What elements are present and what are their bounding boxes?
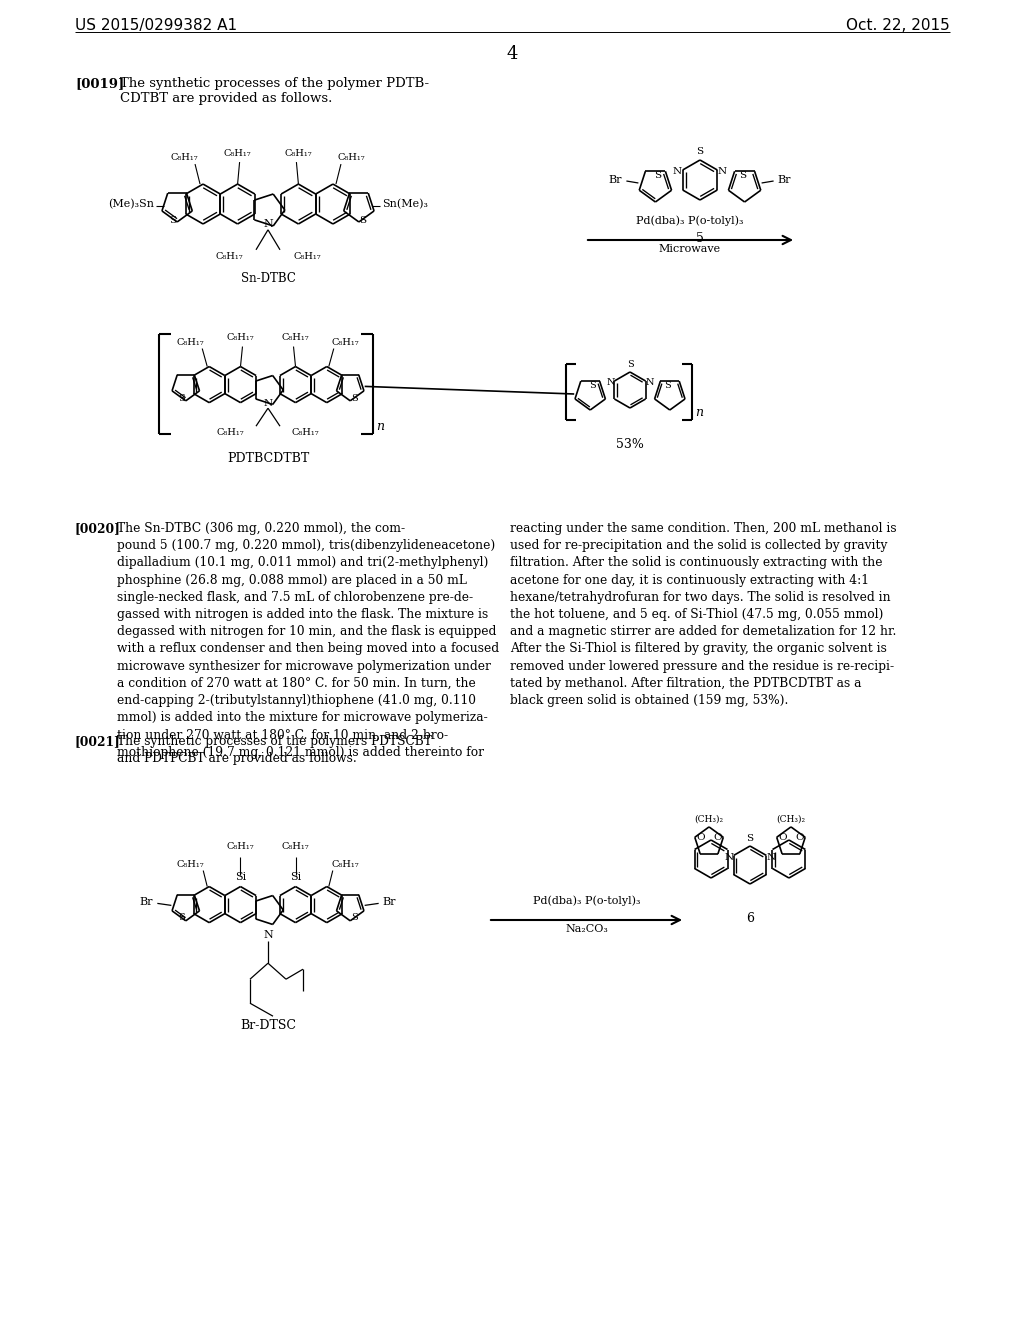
Text: Br: Br bbox=[383, 898, 396, 907]
Text: O: O bbox=[778, 833, 787, 842]
Text: [0019]: [0019] bbox=[75, 77, 124, 90]
Text: Pd(dba)₃ P(o-tolyl)₃: Pd(dba)₃ P(o-tolyl)₃ bbox=[636, 215, 743, 226]
Text: reacting under the same condition. Then, 200 mL methanol is
used for re-precipit: reacting under the same condition. Then,… bbox=[510, 521, 897, 708]
Text: C₈H₁₇: C₈H₁₇ bbox=[215, 252, 243, 261]
Text: 53%: 53% bbox=[616, 438, 644, 451]
Text: Microwave: Microwave bbox=[658, 244, 721, 253]
Text: Br: Br bbox=[609, 176, 623, 185]
Text: C₈H₁₇: C₈H₁₇ bbox=[282, 842, 309, 850]
Text: The synthetic processes of the polymer PDTB-
CDTBT are provided as follows.: The synthetic processes of the polymer P… bbox=[120, 77, 429, 106]
Text: O: O bbox=[795, 833, 804, 842]
Text: N: N bbox=[766, 853, 775, 862]
Text: [0020]: [0020] bbox=[75, 521, 121, 535]
Text: (CH₃)₂: (CH₃)₂ bbox=[776, 814, 806, 824]
Text: C₈H₁₇: C₈H₁₇ bbox=[292, 428, 319, 437]
Text: C₈H₁₇: C₈H₁₇ bbox=[282, 333, 309, 342]
Text: S: S bbox=[351, 913, 357, 921]
Text: The Sn-DTBC (306 mg, 0.220 mmol), the com-
pound 5 (100.7 mg, 0.220 mmol), tris(: The Sn-DTBC (306 mg, 0.220 mmol), the co… bbox=[117, 521, 499, 759]
Text: N: N bbox=[725, 853, 734, 862]
Text: C₈H₁₇: C₈H₁₇ bbox=[176, 859, 204, 869]
Text: Oct. 22, 2015: Oct. 22, 2015 bbox=[846, 18, 950, 33]
Text: 5: 5 bbox=[696, 232, 703, 246]
Text: S: S bbox=[627, 360, 634, 370]
Text: S: S bbox=[351, 393, 357, 403]
Text: O: O bbox=[713, 833, 722, 842]
Text: Br: Br bbox=[777, 176, 792, 185]
Text: N: N bbox=[263, 399, 272, 408]
Text: Na₂CO₃: Na₂CO₃ bbox=[565, 924, 608, 935]
Text: N: N bbox=[645, 379, 653, 387]
Text: (CH₃)₂: (CH₃)₂ bbox=[694, 814, 724, 824]
Text: C₈H₁₇: C₈H₁₇ bbox=[293, 252, 321, 261]
Text: n: n bbox=[695, 405, 702, 418]
Text: C₈H₁₇: C₈H₁₇ bbox=[224, 149, 252, 158]
Text: S: S bbox=[178, 913, 185, 921]
Text: Pd(dba)₃ P(o-tolyl)₃: Pd(dba)₃ P(o-tolyl)₃ bbox=[534, 895, 641, 906]
Text: N: N bbox=[606, 379, 614, 387]
Text: N: N bbox=[718, 168, 727, 177]
Text: S: S bbox=[359, 215, 367, 224]
Text: C₈H₁₇: C₈H₁₇ bbox=[216, 428, 244, 437]
Text: C₈H₁₇: C₈H₁₇ bbox=[332, 338, 359, 347]
Text: [0021]: [0021] bbox=[75, 735, 121, 748]
Text: N: N bbox=[263, 931, 272, 940]
Text: S: S bbox=[178, 393, 185, 403]
Text: US 2015/0299382 A1: US 2015/0299382 A1 bbox=[75, 18, 238, 33]
Text: S: S bbox=[696, 147, 703, 156]
Text: Sn(Me)₃: Sn(Me)₃ bbox=[382, 199, 428, 209]
Text: 4: 4 bbox=[506, 45, 518, 63]
Text: The synthetic processes of the polymers PDTSCBT
and PDTPCBT are provided as foll: The synthetic processes of the polymers … bbox=[117, 735, 432, 766]
Text: O: O bbox=[696, 833, 706, 842]
Text: C₈H₁₇: C₈H₁₇ bbox=[170, 153, 198, 162]
Text: C₈H₁₇: C₈H₁₇ bbox=[176, 338, 204, 347]
Text: S: S bbox=[665, 380, 671, 389]
Text: C₈H₁₇: C₈H₁₇ bbox=[332, 859, 359, 869]
Text: Sn-DTBC: Sn-DTBC bbox=[241, 272, 296, 285]
Text: S: S bbox=[746, 834, 754, 843]
Text: n: n bbox=[376, 420, 384, 433]
Text: S: S bbox=[170, 215, 177, 224]
Text: Br: Br bbox=[140, 898, 154, 907]
Text: (Me)₃Sn: (Me)₃Sn bbox=[109, 199, 155, 209]
Text: Si: Si bbox=[234, 871, 246, 882]
Text: S: S bbox=[739, 170, 746, 180]
Text: Si: Si bbox=[290, 871, 301, 882]
Text: PDTBCDTBT: PDTBCDTBT bbox=[227, 453, 309, 465]
Text: C₈H₁₇: C₈H₁₇ bbox=[285, 149, 312, 158]
Text: C₈H₁₇: C₈H₁₇ bbox=[338, 153, 366, 162]
Text: S: S bbox=[589, 380, 596, 389]
Text: Br-DTSC: Br-DTSC bbox=[240, 1019, 296, 1032]
Text: N: N bbox=[263, 219, 272, 228]
Text: S: S bbox=[654, 170, 660, 180]
Text: N: N bbox=[673, 168, 682, 177]
Text: 6: 6 bbox=[746, 912, 754, 925]
Text: C₈H₁₇: C₈H₁₇ bbox=[226, 333, 254, 342]
Text: C₈H₁₇: C₈H₁₇ bbox=[226, 842, 254, 850]
